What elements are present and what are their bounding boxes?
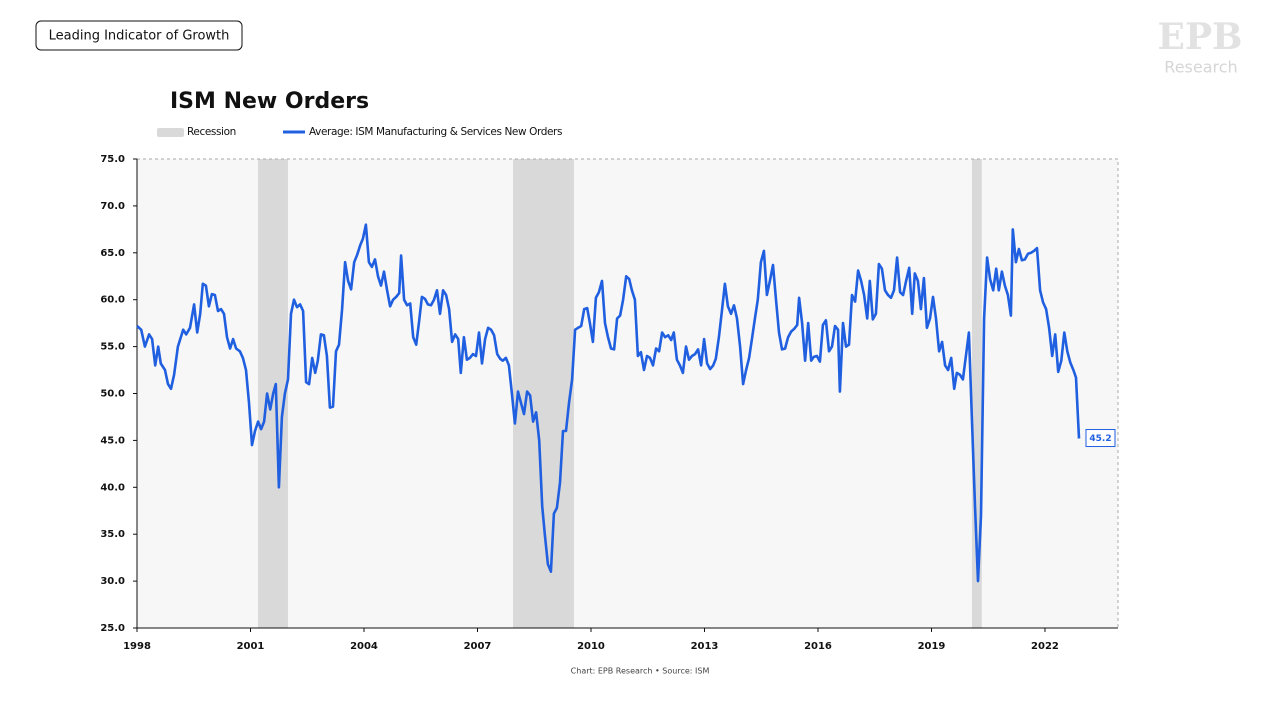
- legend-swatch: [157, 128, 184, 137]
- plot-border: [137, 158, 1119, 628]
- legend-label: Recession: [187, 126, 236, 138]
- y-tick-label: 25.0: [100, 623, 125, 634]
- logo-sub: Research: [1164, 58, 1237, 77]
- chart-title: ISM New Orders: [170, 89, 369, 114]
- x-tick-label: 2007: [464, 641, 492, 652]
- recession-band: [513, 159, 574, 628]
- x-tick-label: 2010: [577, 641, 605, 652]
- y-tick-label: 40.0: [100, 482, 125, 493]
- tag: Leading Indicator of Growth: [49, 29, 230, 44]
- series-line: [136, 223, 1081, 583]
- legend-label: Average: ISM Manufacturing & Services Ne…: [309, 126, 562, 138]
- x-tick-label: 2016: [804, 641, 832, 652]
- y-tick-label: 65.0: [100, 248, 125, 259]
- plot-area: [137, 159, 1118, 628]
- tag-box: [35, 20, 243, 51]
- x-tick-label: 1998: [123, 641, 151, 652]
- x-tick-label: 2013: [691, 641, 719, 652]
- y-tick-label: 75.0: [100, 154, 125, 165]
- recession-band: [971, 159, 982, 628]
- x-tick-label: 2004: [350, 641, 378, 652]
- value-label: 45.2: [1089, 434, 1111, 444]
- y-tick-label: 60.0: [100, 295, 125, 306]
- y-tick-label: 55.0: [100, 342, 125, 353]
- y-tick-label: 70.0: [100, 201, 125, 212]
- x-tick-label: 2019: [918, 641, 946, 652]
- y-tick-label: 50.0: [100, 389, 125, 400]
- x-tick-label: 2001: [237, 641, 265, 652]
- logo: EPB: [1158, 16, 1243, 58]
- source: Chart: EPB Research • Source: ISM: [571, 667, 710, 676]
- y-tick-label: 45.0: [100, 435, 125, 446]
- y-tick-label: 35.0: [100, 529, 125, 540]
- value-label-box: [1085, 429, 1116, 448]
- y-tick-label: 30.0: [100, 576, 125, 587]
- x-tick-label: 2022: [1031, 641, 1059, 652]
